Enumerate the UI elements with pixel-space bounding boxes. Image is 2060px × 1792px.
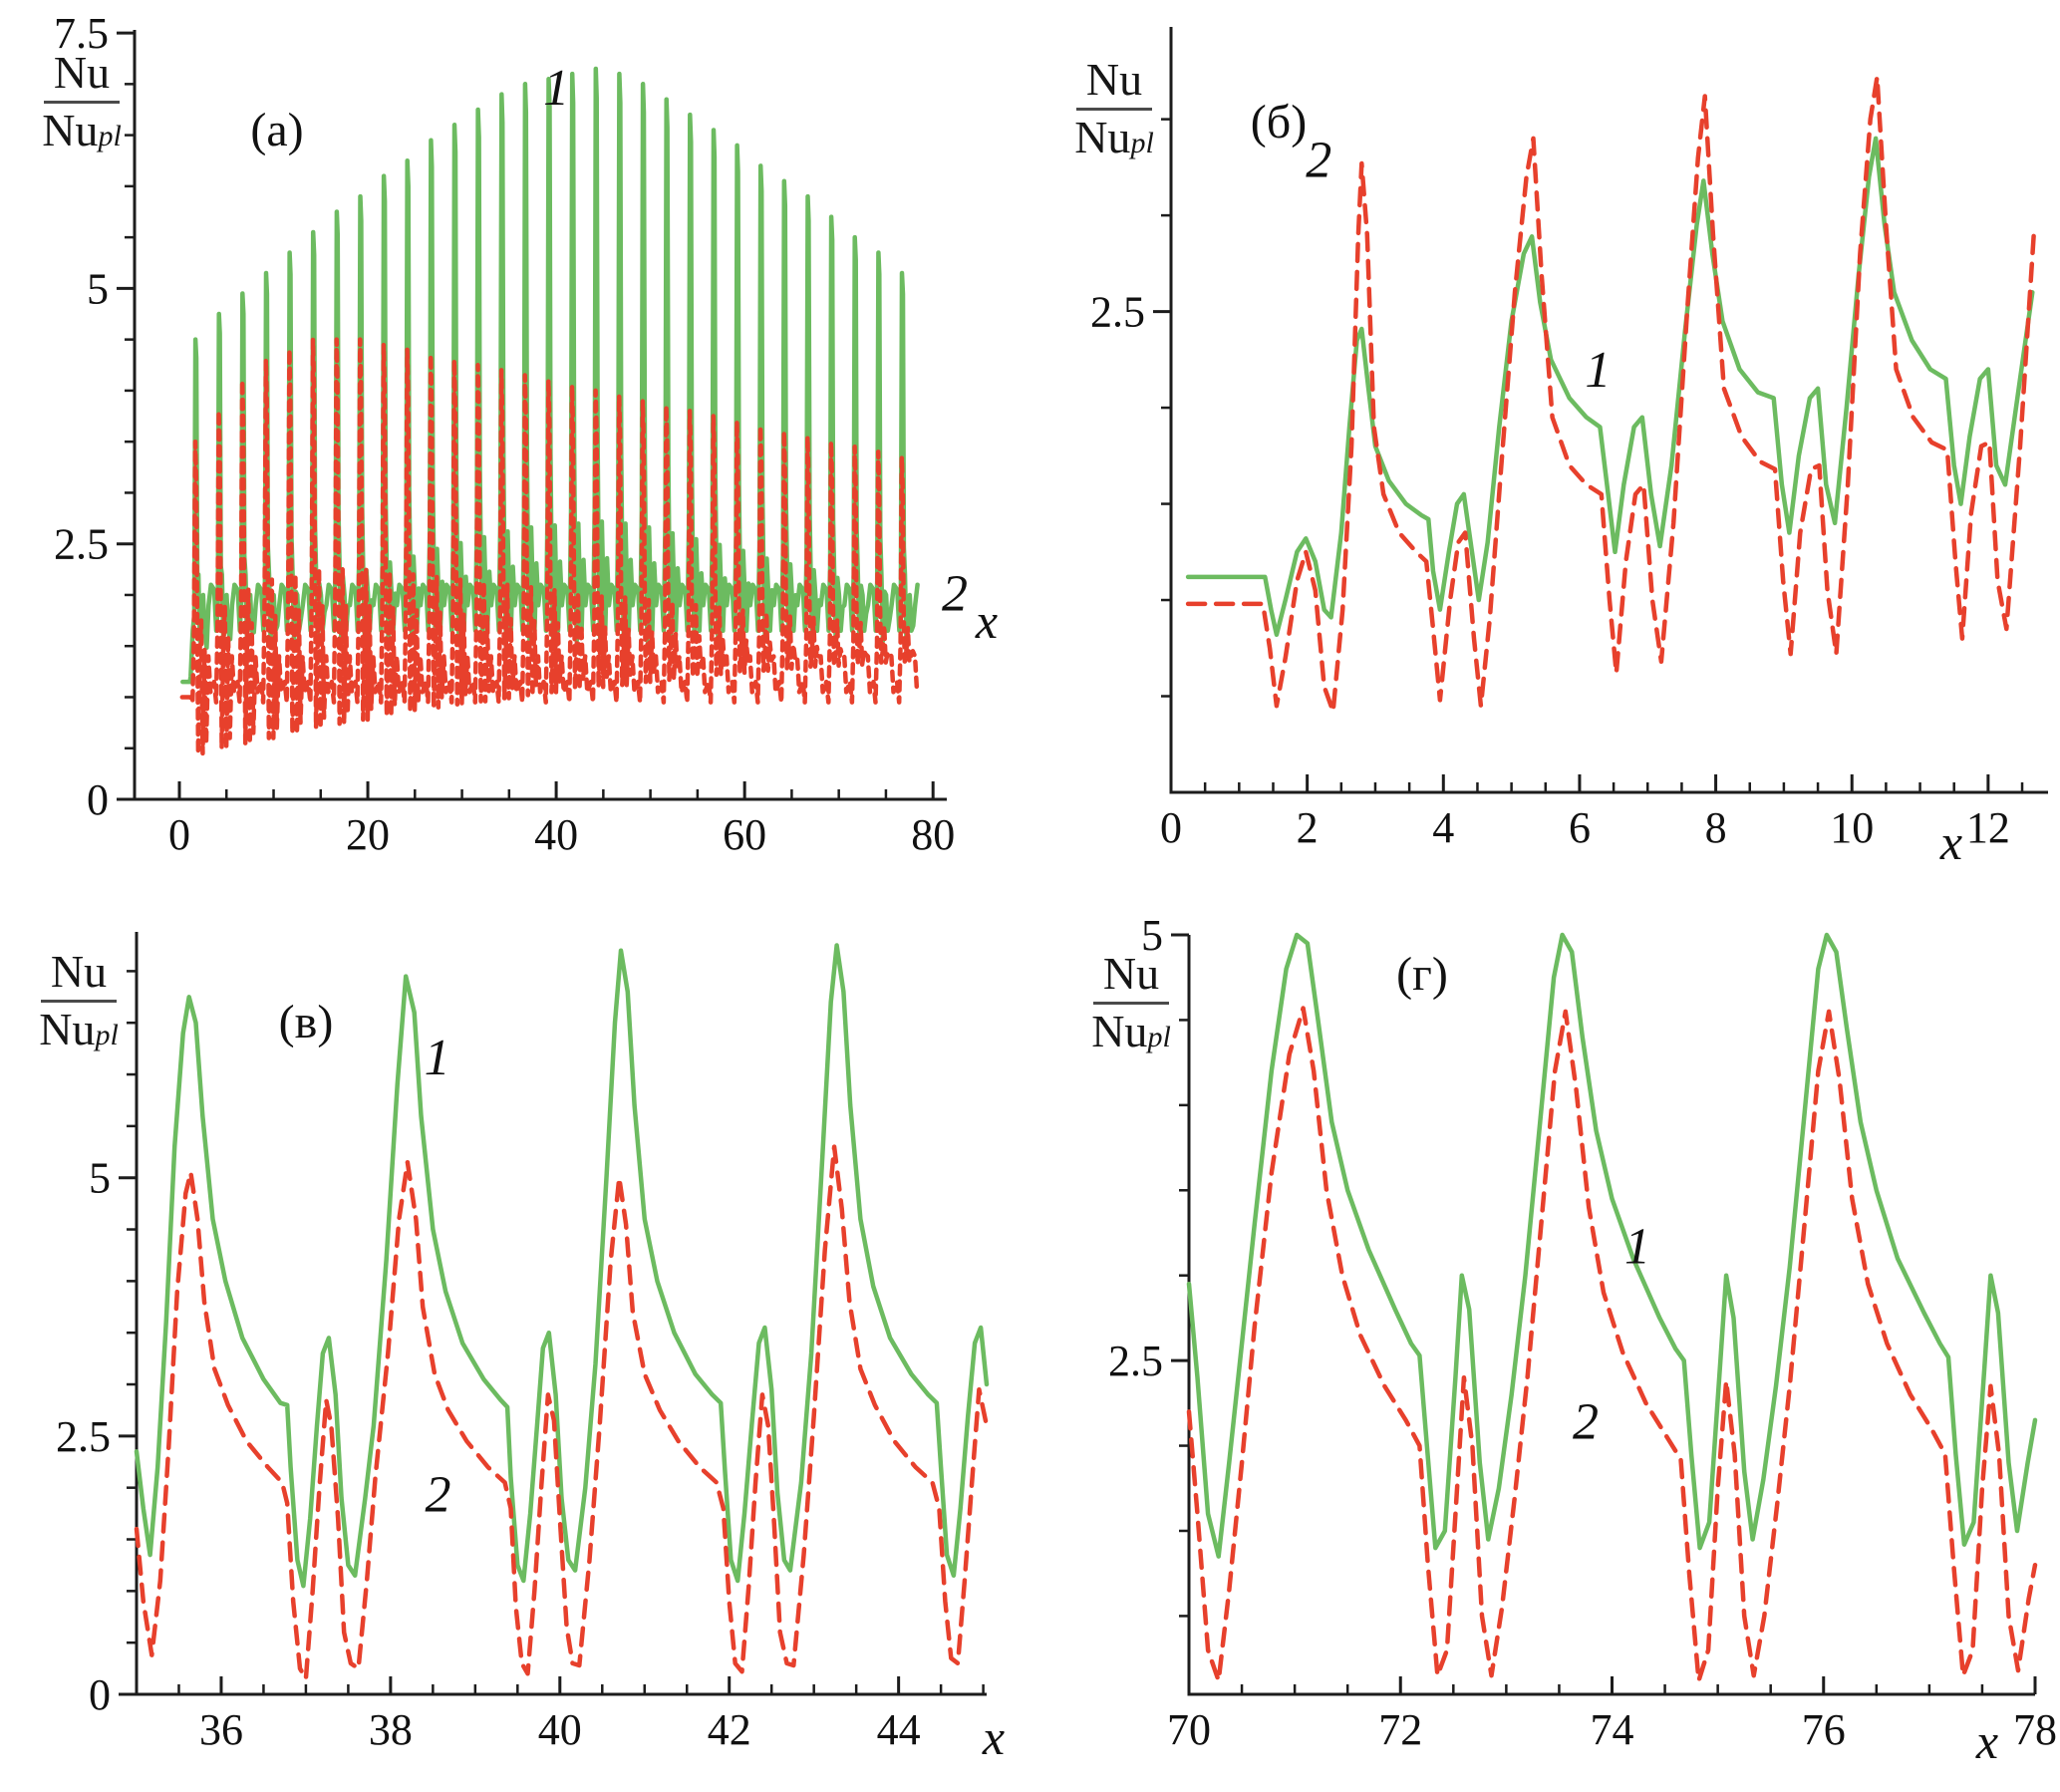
- panel-a-x-tick-label: 40: [534, 810, 578, 859]
- panel-v-curve-2: [134, 1144, 990, 1681]
- panel-b-curve-2: [1185, 74, 2036, 715]
- panel-g-x-tick-label: 74: [1591, 1705, 1634, 1754]
- panel-g-curve-label-1: 1: [1624, 1219, 1650, 1276]
- panel-g-y-tick-label: 2.5: [1108, 1337, 1163, 1385]
- panel-a-curve-label-2: 2: [942, 565, 968, 622]
- panel-b-x-tick-label: 0: [1160, 803, 1182, 852]
- y-axis-label-denominator: Nupl: [1074, 111, 1154, 162]
- panel-v-x-tick-label: 38: [369, 1705, 413, 1754]
- y-axis-label-panel-a: Nu Nupl: [22, 48, 142, 154]
- panel-b-x-tick-label: 6: [1569, 803, 1591, 852]
- panel-v-x-tick-label: 44: [877, 1705, 921, 1754]
- panel-a: 0 20 40 60 80 0 2.5 5 7.5 1 2 (а) x: [54, 9, 998, 859]
- panel-b-x-tick-label: 12: [1966, 803, 2010, 852]
- panel-g-curve-label-2: 2: [1573, 1394, 1599, 1451]
- panel-b-label: (б): [1251, 96, 1307, 149]
- panel-g-y-tick-label: 5: [1141, 911, 1163, 960]
- panel-b: 0 2 4 6 8 10 12 2.5 2 1 (б) x: [1090, 27, 2048, 870]
- panel-v-curve-label-1: 1: [425, 1030, 450, 1086]
- panel-a-y-tick-label: 0: [87, 775, 109, 824]
- panel-v-curve-1: [134, 943, 990, 1589]
- y-axis-label-numerator: Nu: [43, 48, 121, 104]
- panel-g-ticks: 70 72 74 76 78 2.5 5: [1108, 911, 2057, 1754]
- panel-b-y-tick-label: 2.5: [1090, 288, 1145, 337]
- panel-a-label: (а): [250, 104, 303, 156]
- panel-g-x-tick-label: 70: [1167, 1705, 1211, 1754]
- panel-b-curve-label-2: 2: [1306, 133, 1331, 189]
- panel-g-x-axis-title: x: [1975, 1713, 1998, 1769]
- panel-v: 36 38 40 42 44 0 2.5 5 1 2 (в) x: [56, 932, 1005, 1765]
- panel-v-x-tick-label: 42: [708, 1705, 751, 1754]
- panel-a-y-tick-label: 5: [87, 264, 109, 313]
- panel-v-x-tick-label: 36: [199, 1705, 243, 1754]
- panel-a-ticks: 0 20 40 60 80 0 2.5 5 7.5: [54, 9, 955, 859]
- panel-g-x-tick-label: 72: [1378, 1705, 1422, 1754]
- y-axis-label-denominator: Nupl: [1091, 1005, 1171, 1056]
- y-axis-label-denominator: Nupl: [42, 104, 122, 155]
- panel-v-ticks: 36 38 40 42 44 0 2.5 5: [56, 970, 985, 1754]
- panel-g-label: (г): [1396, 948, 1448, 1001]
- panel-b-curve-label-1: 1: [1585, 342, 1611, 399]
- panel-v-x-axis-title: x: [982, 1709, 1005, 1765]
- panel-v-y-tick-label: 0: [89, 1670, 111, 1719]
- panel-a-x-tick-label: 80: [911, 810, 955, 859]
- panel-a-x-tick-label: 0: [168, 810, 190, 859]
- panel-a-x-axis-title: x: [975, 593, 998, 649]
- y-axis-label-panel-g: Nu Nupl: [1076, 949, 1186, 1055]
- panel-g-x-tick-label: 76: [1802, 1705, 1846, 1754]
- panel-g: 70 72 74 76 78 2.5 5 1 2 (г) x: [1108, 911, 2057, 1769]
- y-axis-label-numerator: Nu: [40, 947, 118, 1003]
- panel-g-x-tick-label: 78: [2013, 1705, 2057, 1754]
- y-axis-label-numerator: Nu: [1092, 949, 1170, 1005]
- panel-a-curve-label-1: 1: [543, 60, 569, 117]
- y-axis-label-numerator: Nu: [1075, 55, 1153, 111]
- panel-v-x-tick-label: 40: [538, 1705, 582, 1754]
- panel-b-x-tick-label: 8: [1705, 803, 1727, 852]
- panel-a-y-tick-label: 2.5: [54, 520, 109, 569]
- y-axis-label-panel-b: Nu Nupl: [1054, 55, 1174, 161]
- panel-g-curve-1: [1186, 932, 2038, 1559]
- panel-a-x-tick-label: 60: [723, 810, 766, 859]
- panel-v-y-tick-label: 2.5: [56, 1412, 111, 1461]
- panel-a-x-tick-label: 20: [346, 810, 390, 859]
- panel-b-x-tick-label: 10: [1830, 803, 1874, 852]
- panel-a-y-tick-label: 7.5: [54, 9, 109, 58]
- panel-b-x-tick-label: 2: [1297, 803, 1319, 852]
- panel-v-label: (в): [279, 996, 334, 1048]
- panel-b-x-tick-label: 4: [1432, 803, 1454, 852]
- y-axis-label-panel-v: Nu Nupl: [24, 947, 134, 1053]
- panel-a-curve-2: [179, 337, 920, 756]
- panel-v-y-tick-label: 5: [89, 1154, 111, 1203]
- panel-b-ticks: 0 2 4 6 8 10 122.5: [1090, 118, 2024, 852]
- panel-g-curve-2: [1186, 1006, 2038, 1683]
- y-axis-label-denominator: Nupl: [39, 1003, 119, 1054]
- panel-b-x-axis-title: x: [1939, 814, 1962, 870]
- panel-v-curve-label-2: 2: [425, 1467, 450, 1524]
